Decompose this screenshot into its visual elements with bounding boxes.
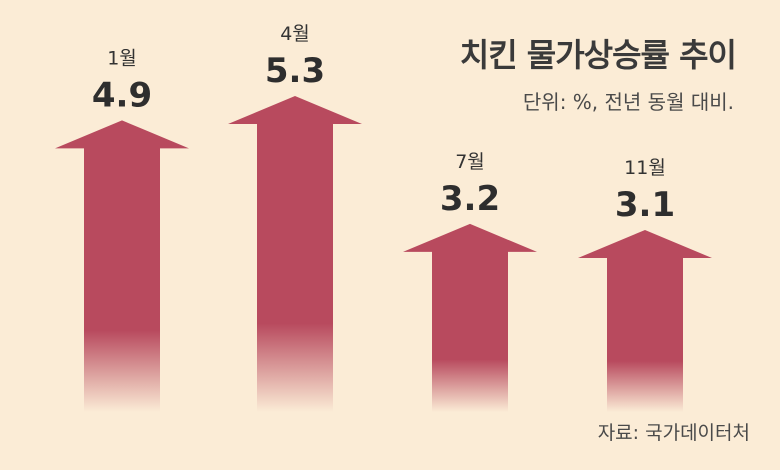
value-label-1: 4.9 bbox=[92, 75, 152, 115]
category-label-1: 1월 bbox=[107, 47, 137, 69]
category-label-2: 4월 bbox=[280, 23, 310, 45]
chart-subtitle: 단위: %, 전년 동월 대비. bbox=[522, 90, 734, 114]
value-label-2: 5.3 bbox=[265, 51, 325, 91]
bar-arrow-3 bbox=[403, 223, 537, 412]
bar-arrow-1 bbox=[55, 120, 189, 412]
chart-source: 자료: 국가데이터처 bbox=[597, 422, 750, 444]
chart-title: 치킨 물가상승률 추이 bbox=[459, 36, 737, 74]
value-label-3: 3.2 bbox=[440, 179, 500, 219]
value-label-4: 3.1 bbox=[615, 185, 675, 225]
bar-arrow-4 bbox=[578, 230, 712, 412]
category-label-3: 7월 bbox=[455, 151, 485, 173]
category-label-4: 11월 bbox=[624, 157, 666, 179]
bar-arrow-2 bbox=[228, 96, 362, 412]
